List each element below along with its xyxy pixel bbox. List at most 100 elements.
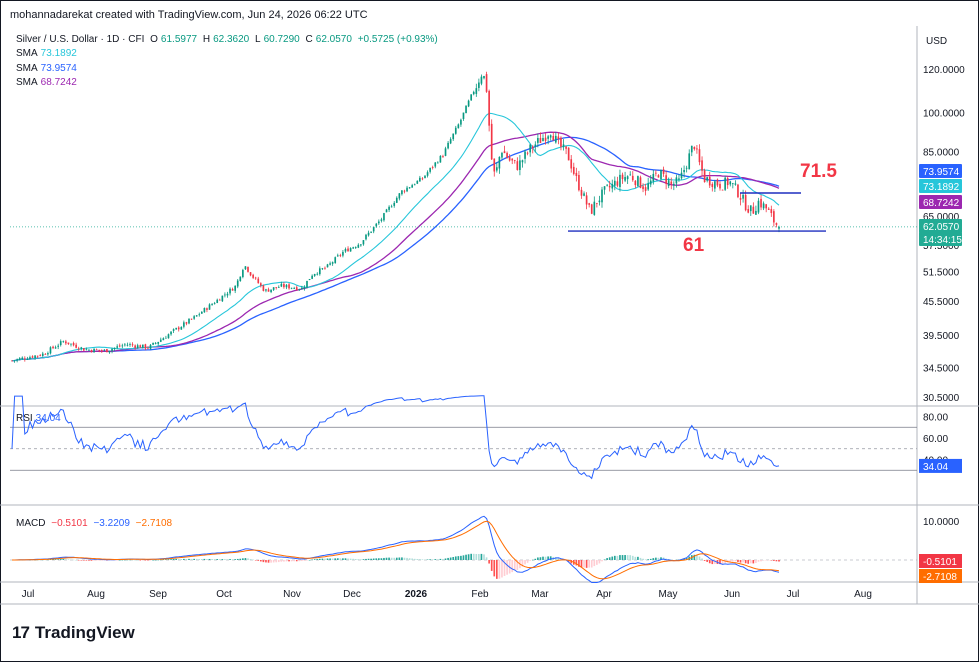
price-badge: [919, 232, 962, 246]
macd-histogram-bar: [154, 559, 157, 561]
macd-histogram-bar: [349, 558, 352, 560]
macd-histogram-bar: [637, 556, 639, 560]
rsi-badge: [919, 458, 962, 473]
macd-histogram-bar: [352, 558, 355, 560]
price-badge-label: 68.7242: [923, 198, 960, 209]
macd-histogram-bar: [501, 560, 503, 578]
macd-histogram-bar: [447, 557, 449, 560]
candle-body: [144, 344, 147, 349]
candle-body: [293, 287, 296, 289]
macd-histogram-bar: [193, 558, 195, 560]
macd-histogram-bar: [234, 559, 237, 560]
macd-histogram-bar: [606, 558, 608, 560]
candle-body: [737, 184, 739, 198]
candle-body: [731, 183, 734, 185]
macd-histogram-bar: [434, 559, 437, 560]
candle-body: [59, 341, 62, 346]
price-tick-label: 34.5000: [923, 363, 960, 374]
macd-histogram-bar: [683, 558, 685, 560]
symbol-title[interactable]: Silver / U.S. Dollar · 1D · CFI: [16, 34, 145, 45]
candle-body: [524, 151, 526, 159]
macd-histogram-bar: [629, 555, 632, 560]
macd-histogram-bar: [242, 558, 244, 560]
candle-body: [72, 343, 75, 346]
macd-histogram-bar: [493, 560, 496, 577]
candle-body: [747, 209, 750, 213]
macd-histogram-bar: [347, 558, 349, 560]
macd-histogram-bar: [652, 558, 655, 560]
candle-body: [380, 219, 383, 221]
macd-histogram-bar: [711, 560, 714, 565]
macd-histogram-bar: [185, 558, 188, 560]
macd-histogram-bar: [170, 559, 172, 560]
candle-body: [775, 223, 778, 225]
candle-body: [408, 187, 411, 189]
macd-histogram-bar: [177, 558, 180, 560]
candle-body: [262, 285, 265, 291]
macd-histogram-bar: [318, 558, 321, 560]
candle-body: [549, 135, 552, 138]
candle-body: [306, 280, 308, 288]
candle-body: [631, 175, 634, 181]
ohlc-change: +0.5725 (+0.93%): [357, 34, 438, 45]
candle-body: [203, 307, 206, 313]
rsi-legend[interactable]: RSI 34.04: [16, 412, 64, 426]
candle-body: [413, 184, 416, 186]
macd-histogram-bar: [619, 555, 621, 560]
candle-body: [542, 138, 544, 142]
macd-histogram-bar: [339, 558, 342, 560]
candle-body: [149, 344, 152, 349]
macd-histogram-bar: [167, 559, 170, 560]
sma-legend-3[interactable]: SMA 68.7242: [16, 76, 80, 90]
candle-body: [760, 198, 762, 208]
candle-body: [449, 139, 452, 144]
candle-body: [316, 273, 319, 275]
candle-body: [749, 205, 752, 212]
candle-body: [421, 178, 424, 180]
macd-histogram-bar: [544, 556, 547, 560]
candle-body: [311, 275, 313, 279]
macd-histogram-bar: [288, 560, 290, 562]
candle-body: [403, 190, 406, 192]
candle-body: [611, 183, 614, 189]
macd-histogram-bar: [336, 558, 339, 560]
candle-body: [508, 157, 511, 161]
candle-body: [88, 349, 90, 351]
candle-body: [693, 147, 696, 150]
macd-legend[interactable]: MACD −0.5101 −3.2209 −2.7108: [16, 517, 175, 531]
macd-signal-line: [12, 520, 780, 580]
macd-histogram-bar: [285, 560, 288, 562]
candle-body: [685, 167, 688, 169]
macd-badge: [919, 569, 962, 583]
macd-histogram-bar: [308, 559, 311, 561]
candle-body: [303, 286, 306, 289]
candle-body: [519, 160, 521, 171]
macd-histogram-bar: [49, 559, 52, 560]
macd-tick-label: 10.0000: [923, 517, 960, 528]
macd-histogram-bar: [175, 558, 178, 560]
candle-body: [259, 283, 262, 286]
macd-histogram-bar: [472, 553, 475, 560]
sma-legend-2[interactable]: SMA 73.9574: [16, 62, 80, 76]
macd-histogram-bar: [301, 560, 303, 562]
macd-histogram-bar: [498, 560, 501, 579]
candle-body: [65, 341, 67, 344]
macd-histogram-bar: [195, 558, 198, 560]
macd-histogram-bar: [293, 560, 296, 562]
macd-histogram-bar: [634, 556, 637, 560]
price-badge: [919, 195, 962, 209]
macd-line-value: −3.2209: [93, 518, 130, 529]
macd-histogram-bar: [457, 556, 460, 560]
candle-body: [683, 169, 685, 173]
macd-histogram-bar: [701, 558, 703, 560]
tradingview-brand[interactable]: 17 TradingView: [12, 623, 135, 643]
candle-body: [13, 360, 16, 362]
candle-body: [21, 357, 24, 359]
candle-body: [290, 287, 293, 289]
sma-legend-1[interactable]: SMA 73.1892: [16, 47, 80, 61]
macd-histogram-bar: [454, 556, 457, 560]
candle-body: [601, 189, 603, 203]
candle-body: [95, 349, 98, 351]
price-badge-label: 73.1892: [923, 182, 960, 193]
